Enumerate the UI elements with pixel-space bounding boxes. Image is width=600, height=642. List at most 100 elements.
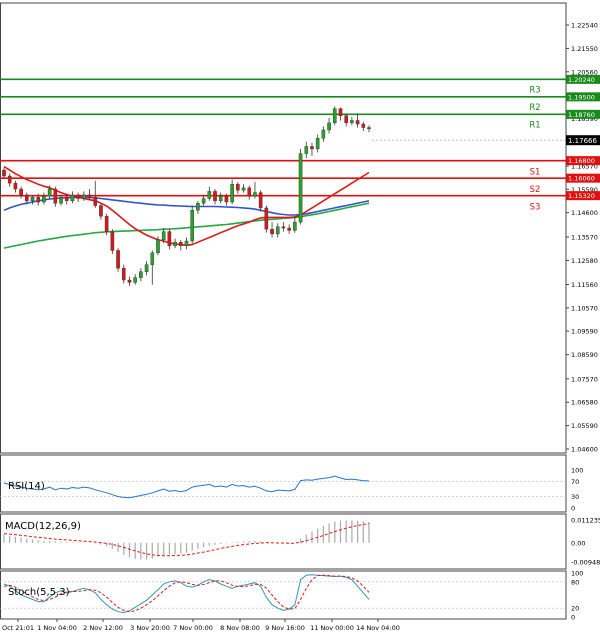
time-tick-label: Oct 21:01 — [2, 624, 34, 632]
candle-body — [350, 120, 353, 122]
time-tick-label: 7 Nov 00:00 — [173, 624, 213, 632]
candle-body — [288, 228, 291, 230]
candle-body — [162, 232, 165, 240]
candle-body — [208, 191, 211, 198]
stoch-tick-label: 0 — [571, 614, 575, 622]
candle-body — [31, 197, 34, 201]
price-tick-label: 1.13570 — [571, 234, 598, 242]
candle-body — [151, 253, 154, 265]
candle-body — [185, 241, 188, 246]
candle-body — [242, 188, 245, 190]
macd-tick-label: 0.011235 — [571, 517, 600, 525]
macd-label: MACD(12,26,9) — [5, 521, 81, 532]
candle-body — [293, 222, 296, 230]
candle-body — [179, 242, 182, 246]
price-tick-label: 1.08590 — [571, 351, 598, 359]
candle-body — [88, 195, 91, 197]
time-tick-label: 8 Nov 08:00 — [220, 624, 260, 632]
candle-body — [367, 128, 370, 129]
rsi-panel: 100 70 30 0 RSI(14) — [0, 455, 583, 513]
candle-body — [356, 120, 359, 124]
candle-body — [156, 240, 159, 253]
price-tick-label: 1.14600 — [571, 209, 598, 217]
candle-body — [134, 278, 137, 283]
candle-body — [48, 189, 51, 196]
candle-body — [305, 146, 308, 153]
candle-body — [82, 195, 85, 199]
rsi-tick-label: 70 — [571, 478, 579, 486]
candle-body — [71, 195, 74, 201]
candle-body — [116, 250, 119, 268]
candle-body — [231, 184, 234, 202]
time-tick-label: 14 Nov 04:00 — [356, 624, 400, 632]
time-tick-label: 2 Nov 12:00 — [83, 624, 123, 632]
candle-body — [94, 197, 97, 205]
level-name-r2: R2 — [529, 103, 540, 113]
candle-body — [339, 109, 342, 116]
stoch-tick-label: 100 — [571, 570, 583, 578]
rsi-tick-label: 30 — [571, 493, 579, 501]
candle-body — [65, 197, 68, 201]
candle-body — [2, 170, 5, 176]
candle-body — [202, 198, 205, 203]
level-value-label: 1.20240 — [568, 76, 595, 84]
candle-body — [219, 196, 222, 201]
candle-body — [54, 189, 57, 203]
candle-body — [122, 268, 125, 280]
time-tick-label: 11 Nov 00:00 — [310, 624, 354, 632]
candle-body — [14, 183, 17, 189]
level-value-label: 1.19500 — [568, 93, 595, 101]
candle-body — [322, 130, 325, 138]
level-name-s2: S2 — [530, 185, 541, 195]
candle-body — [310, 146, 313, 148]
candle-body — [8, 176, 11, 183]
rsi-tick-label: 100 — [571, 467, 583, 475]
candle-body — [248, 188, 251, 196]
candle-body — [42, 196, 45, 202]
price-tick-label: 1.04600 — [571, 446, 598, 454]
candle-body — [77, 195, 80, 199]
candle-body — [265, 208, 268, 229]
price-tick-label: 1.22540 — [571, 22, 598, 30]
stoch-frame — [1, 571, 567, 619]
price-tick-label: 1.07570 — [571, 375, 598, 383]
level-value-label: 1.16800 — [568, 157, 595, 165]
rsi-tick-label: 0 — [571, 505, 575, 513]
rsi-label: RSI(14) — [8, 481, 45, 492]
price-tick-label: 1.21550 — [571, 45, 598, 53]
time-tick-label: 1 Nov 04:00 — [37, 624, 77, 632]
candle-body — [105, 216, 108, 231]
current-price-label: 1.17666 — [568, 137, 597, 145]
macd-tick-label: 0.00 — [571, 539, 585, 547]
candle-body — [168, 232, 171, 246]
candle-body — [282, 227, 285, 228]
level-name-r1: R1 — [529, 120, 540, 130]
price-tick-label: 1.06580 — [571, 399, 598, 407]
candle-body — [316, 138, 319, 149]
candle-body — [270, 229, 273, 234]
price-panel: 1.225401.215501.205601.195801.185901.165… — [0, 3, 600, 454]
price-tick-label: 1.10570 — [571, 304, 598, 312]
level-name-r3: R3 — [529, 85, 540, 95]
candle-body — [333, 109, 336, 123]
time-tick-label: 3 Nov 20:00 — [130, 624, 170, 632]
candle-body — [145, 265, 148, 272]
level-value-label: 1.15320 — [568, 192, 595, 200]
candle-body — [111, 232, 114, 251]
level-value-label: 1.18760 — [568, 111, 595, 119]
candle-body — [173, 242, 176, 246]
level-value-label: 1.16060 — [568, 175, 595, 183]
candle-body — [20, 189, 23, 195]
level-name-s1: S1 — [530, 168, 541, 178]
price-tick-label: 1.12580 — [571, 257, 598, 265]
candle-body — [327, 123, 330, 130]
candle-body — [276, 227, 279, 234]
stoch-tick-label: 80 — [571, 578, 579, 586]
candle-body — [37, 197, 40, 202]
candle-body — [59, 197, 62, 203]
level-name-s3: S3 — [530, 203, 541, 213]
stoch-tick-label: 20 — [571, 605, 579, 613]
